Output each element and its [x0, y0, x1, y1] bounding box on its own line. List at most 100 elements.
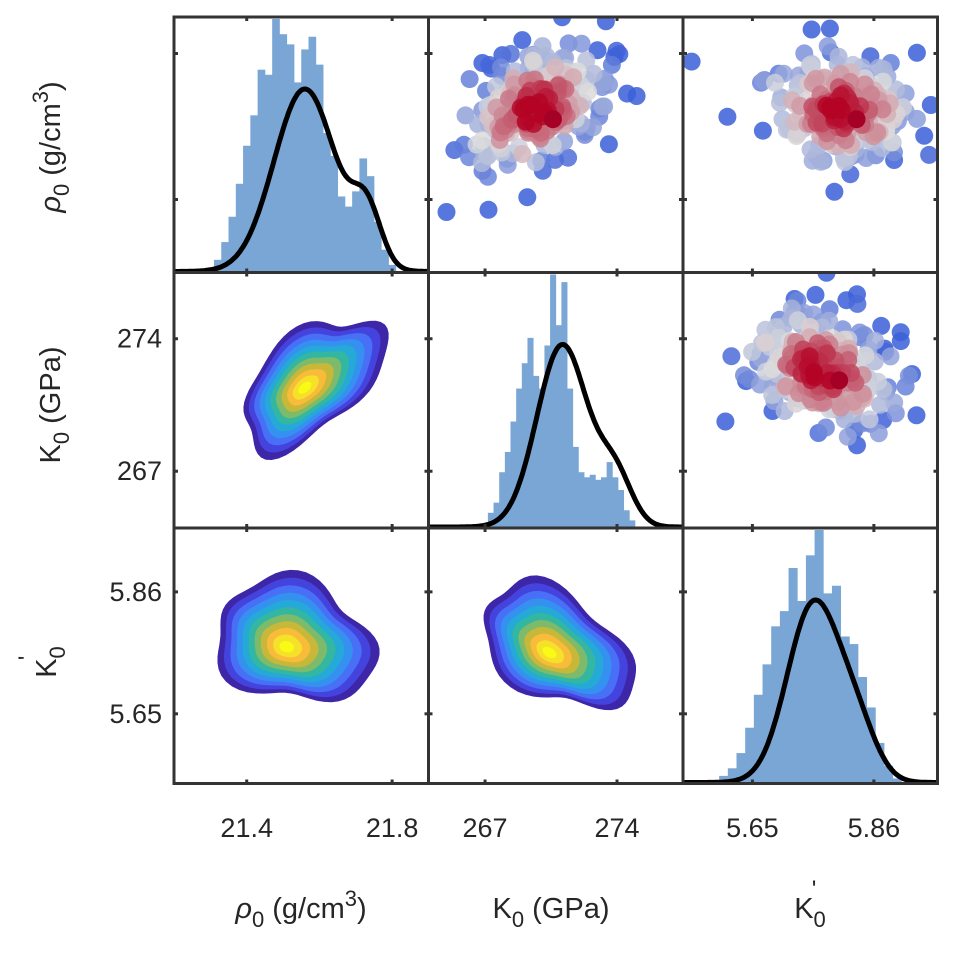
contour-rho0-K0p [217, 569, 380, 703]
scatter-point [907, 43, 926, 62]
scatter-point [593, 97, 612, 116]
scatter-point [860, 410, 879, 429]
x-tick-label-K0p: 5.86 [848, 813, 901, 843]
histogram-bar [279, 34, 288, 273]
scatter-point [753, 121, 772, 140]
histogram-bar [235, 183, 244, 273]
histogram-bar [381, 249, 389, 273]
histogram-bar [866, 707, 876, 784]
contour-rho0-K0 [243, 320, 389, 460]
histogram-bar [555, 325, 562, 528]
histogram-bar [344, 206, 353, 273]
x-axis-label-K0: K0 (GPa) [493, 893, 610, 932]
scatter-point [920, 145, 938, 164]
histogram-bar [753, 694, 763, 784]
histogram-bar [366, 176, 375, 273]
histogram-bar [875, 742, 885, 784]
scatter-point [559, 34, 578, 53]
scatter-K0p-K0 [716, 272, 926, 455]
histogram-bar [373, 221, 382, 273]
scatter-K0-rho0 [437, 17, 646, 221]
scatter-point [546, 150, 564, 169]
histogram-bar [578, 472, 585, 528]
scatter-point [800, 56, 819, 75]
scatter-point [836, 152, 855, 171]
scatter-point [599, 135, 618, 154]
histogram-bar [600, 477, 608, 528]
y-tick-label-K0: 267 [117, 456, 162, 486]
histogram-bar [617, 489, 625, 528]
scatter-point [862, 85, 881, 104]
histogram-bar [293, 82, 302, 273]
contour-level-10 [279, 640, 294, 653]
histogram-bar [493, 502, 500, 528]
histogram-bar [840, 636, 850, 784]
scatter-point [523, 96, 542, 115]
histogram-bar [831, 585, 842, 784]
scatter-point [607, 41, 626, 60]
scatter-point [806, 285, 825, 304]
scatter-point [816, 418, 835, 437]
histogram-bar [805, 555, 815, 784]
histogram-bar [779, 611, 789, 784]
histogram-bar [337, 196, 346, 273]
y-tick-label-K0p: 5.86 [109, 577, 162, 607]
scatter-point [891, 323, 910, 342]
contour-K0-K0p [483, 575, 636, 711]
histogram-bar [814, 530, 824, 784]
histogram-bar [243, 145, 251, 273]
histogram-bar [745, 727, 755, 784]
histogram-bar [797, 600, 807, 784]
scatter-point [873, 100, 892, 119]
histogram-bar [589, 474, 596, 528]
histogram-bar [521, 363, 528, 528]
scatter-point [546, 58, 565, 77]
x-tick-label-K0p: 5.65 [726, 813, 779, 843]
scatter-point [954, 112, 961, 130]
scatter-point [460, 70, 479, 89]
histogram-bar [572, 446, 579, 528]
histogram-bar [584, 477, 591, 528]
marginal-rho0 [174, 19, 429, 273]
histogram-bar [250, 115, 259, 273]
x-axis-label-K0p: K0' [794, 876, 826, 932]
scatter-point [766, 73, 784, 92]
histogram-bar [606, 462, 613, 528]
histogram-bar [544, 345, 551, 528]
scatter-point [872, 316, 891, 335]
histogram-bar [315, 64, 324, 273]
histogram-bar [308, 36, 317, 273]
scatter-point [683, 52, 701, 71]
scatter-point [915, 126, 934, 145]
scatter-point [848, 294, 867, 313]
scatter-point [921, 96, 938, 114]
histogram-bar [736, 753, 746, 784]
scatter-point [722, 347, 741, 366]
x-tick-label-K0: 274 [594, 813, 639, 843]
y-tick-label-K0p: 5.65 [109, 699, 162, 729]
scatter-point [856, 346, 875, 365]
histogram-bar [323, 133, 331, 273]
scatter-point [526, 153, 545, 172]
histogram-bar [561, 282, 568, 528]
histogram-bar [595, 479, 602, 528]
scatter-point [478, 167, 497, 186]
scatter-point [602, 55, 621, 74]
highlight-point [830, 371, 849, 390]
scatter-point [553, 17, 572, 27]
contour-level-10 [542, 646, 557, 659]
histogram-bar [788, 568, 798, 784]
scatter-point [473, 131, 491, 150]
scatter-point [743, 342, 762, 361]
histogram-bar [221, 242, 229, 273]
histogram-bar [823, 593, 833, 784]
kde-curve [683, 597, 938, 784]
scatter-point [881, 347, 900, 366]
scatter-point [516, 112, 535, 131]
y-axis-label-K0p: K0' [14, 646, 70, 678]
scatter-point [817, 96, 836, 115]
x-axis-label-rho0: ρ0 (g/cm3) [234, 886, 366, 932]
histogram-bar [629, 520, 636, 528]
histogram-bar [849, 644, 859, 784]
